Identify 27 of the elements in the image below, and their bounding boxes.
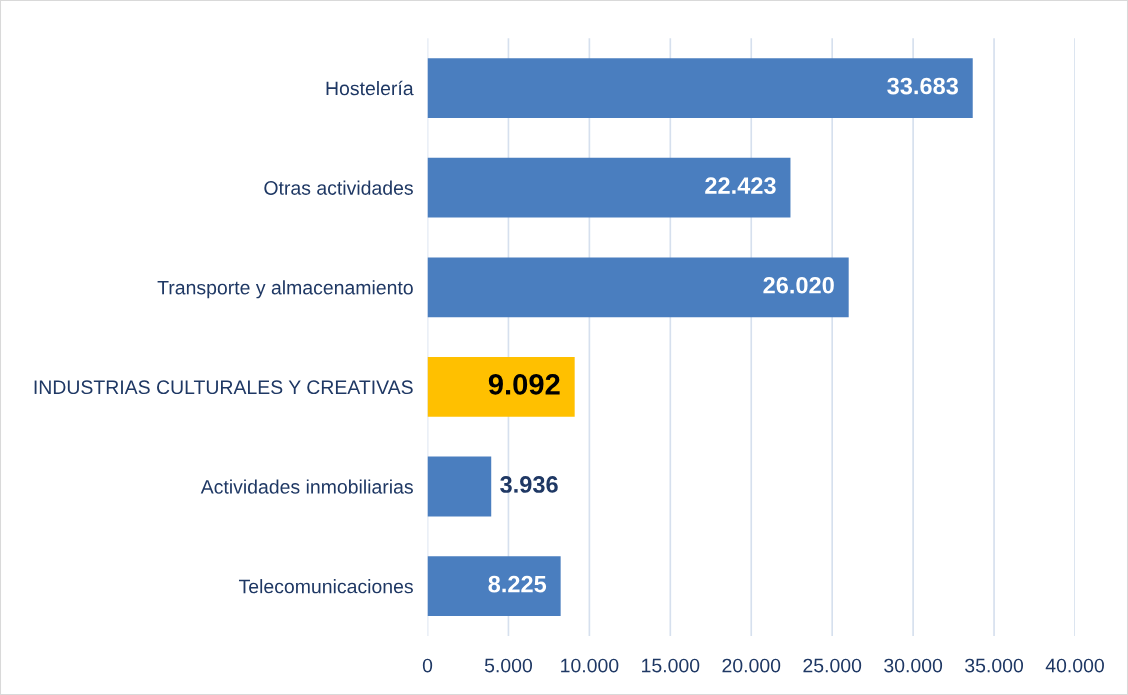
y-tick-label: Hostelería [326, 80, 414, 96]
bar [427, 257, 849, 318]
y-tick-label: Otras actividades [264, 180, 413, 195]
bar [427, 58, 973, 118]
x-tick-label: 15.000 [642, 658, 700, 673]
data-label: 9.092 [488, 374, 560, 395]
data-label: 3.936 [500, 476, 558, 493]
bar [427, 157, 791, 218]
bar [427, 556, 561, 616]
x-tick-label: 40.000 [1045, 658, 1104, 673]
y-tick-label: Transporte y almacenamiento [157, 280, 413, 299]
y-tick-label: Telecomunicaciones [238, 579, 413, 594]
data-label: 22.423 [705, 177, 776, 195]
data-label: 33.683 [887, 77, 958, 95]
data-label: 26.020 [763, 276, 834, 294]
y-tick-label: INDUSTRIAS CULTURALES Y CREATIVAS [34, 380, 413, 395]
x-tick-label: 25.000 [803, 658, 862, 673]
x-tick-label: 5.000 [484, 658, 533, 673]
bar [427, 357, 575, 417]
data-label: 8.225 [488, 575, 547, 593]
x-tick-label: 35.000 [965, 658, 1024, 673]
y-tick-label: Actividades inmobiliarias [200, 479, 413, 494]
x-tick-label: 30.000 [884, 658, 943, 673]
x-tick-label: 0 [422, 658, 433, 673]
bar [427, 456, 492, 517]
x-tick-label: 10.000 [561, 658, 619, 673]
x-tick-label: 20.000 [722, 658, 781, 673]
